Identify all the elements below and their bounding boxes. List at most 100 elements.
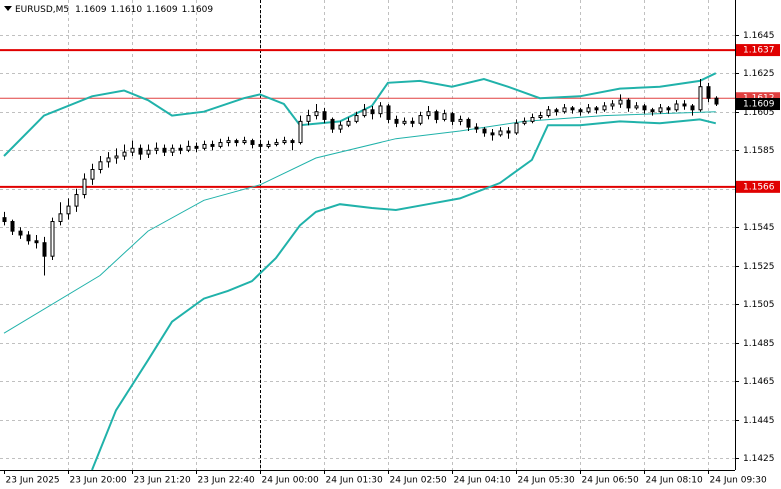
candle-body (154, 147, 159, 151)
x-tick-label: 24 Jun 05:30 (518, 476, 575, 486)
candle-body (394, 118, 399, 124)
candle-body (578, 109, 583, 113)
band-line (91, 118, 717, 470)
candle-body (162, 147, 167, 153)
candle-body (402, 120, 407, 124)
candle-body (290, 140, 295, 144)
bid-label: 1.1609 (743, 100, 775, 110)
y-tick-label: 1.1525 (743, 262, 775, 272)
candle-body (466, 118, 471, 128)
level-label-box (736, 44, 780, 57)
candle-body (514, 122, 519, 134)
candle-body (130, 147, 135, 153)
candle-body (530, 117, 535, 122)
candle-body (170, 147, 175, 153)
candle-body (186, 145, 191, 151)
candle-body (442, 113, 447, 120)
candle-body (346, 120, 351, 126)
y-tick-label: 1.1605 (743, 108, 775, 118)
candle-body (210, 143, 215, 147)
candle-body (2, 217, 7, 223)
x-tick-label: 24 Jun 08:10 (646, 476, 703, 486)
candle-body (306, 115, 311, 122)
symbol: EURUSD,M5 (15, 5, 69, 15)
x-tick-label: 23 Jun 20:00 (70, 476, 127, 486)
candle-body (642, 105, 647, 111)
candle-body (434, 111, 439, 120)
candle-body (522, 120, 527, 124)
candle-body (418, 115, 423, 124)
grid (0, 0, 735, 470)
candle-body (706, 86, 711, 99)
candle-body (586, 107, 591, 113)
y-tick-label: 1.1545 (743, 223, 775, 233)
candle-body (18, 230, 23, 236)
candle-body (618, 99, 623, 105)
candle-body (666, 107, 671, 111)
candle-body (594, 107, 599, 111)
y-tick-label: 1.1585 (743, 146, 775, 156)
candle-body (506, 130, 511, 134)
header-text: EURUSD,M5 1.1609 1.1610 1.1609 1.1609 (15, 5, 213, 15)
candle-body (42, 242, 47, 257)
candle-body (450, 113, 455, 122)
candle-body (98, 161, 103, 171)
level-label: 1.1566 (743, 182, 775, 192)
x-tick-label: 23 Jun 21:20 (134, 476, 191, 486)
candle-body (50, 221, 55, 257)
candle-body (114, 155, 119, 159)
x-tick-label: 24 Jun 04:10 (454, 476, 511, 486)
candle-body (354, 115, 359, 122)
candle-body (138, 147, 143, 155)
bid-label-box (736, 98, 780, 111)
candle-body (74, 194, 79, 207)
header: EURUSD,M5 1.1609 1.1610 1.1609 1.1609 (4, 5, 213, 15)
candle-body (194, 145, 199, 149)
level-label: 1.1637 (743, 46, 775, 56)
candle-body (682, 103, 687, 107)
candle-body (658, 107, 663, 113)
candle-body (66, 205, 71, 215)
candle-body (602, 105, 607, 111)
x-tick-label: 24 Jun 09:30 (710, 476, 767, 486)
candle-body (322, 111, 327, 120)
x-tick-label: 23 Jun 2025 (6, 476, 60, 486)
candle-body (226, 140, 231, 144)
x-tick-label: 24 Jun 01:30 (326, 476, 383, 486)
candle-body (570, 107, 575, 111)
level-label-box (736, 180, 780, 193)
y-tick-label: 1.1625 (743, 69, 775, 79)
candle-body (202, 143, 207, 149)
x-tick-label: 24 Jun 06:50 (582, 476, 639, 486)
candle-body (266, 143, 271, 147)
candle-body (482, 128, 487, 134)
candle-body (34, 240, 39, 244)
ohlc-high: 1.1610 (111, 5, 143, 15)
candle-body (714, 97, 719, 105)
header-icon (4, 6, 12, 11)
candle-body (610, 103, 615, 107)
candle-body (218, 142, 223, 147)
x-tick-label: 24 Jun 02:50 (390, 476, 447, 486)
candle-body (330, 118, 335, 130)
plot-area (0, 0, 735, 470)
candle-body (82, 178, 87, 196)
candle-body (546, 109, 551, 117)
candle-body (282, 140, 287, 144)
candle-body (458, 118, 463, 122)
candle-body (258, 143, 263, 147)
candle-body (498, 130, 503, 136)
candle-body (474, 126, 479, 130)
candle-body (410, 120, 415, 124)
candle-body (234, 140, 239, 144)
x-tick-label: 24 Jun 00:00 (262, 476, 319, 486)
candle-body (122, 151, 127, 157)
candle-body (298, 120, 303, 144)
candle-body (274, 142, 279, 145)
candle-body (490, 132, 495, 136)
candle-body (626, 99, 631, 109)
y-tick-label: 1.1485 (743, 339, 775, 349)
candle-body (314, 111, 319, 117)
